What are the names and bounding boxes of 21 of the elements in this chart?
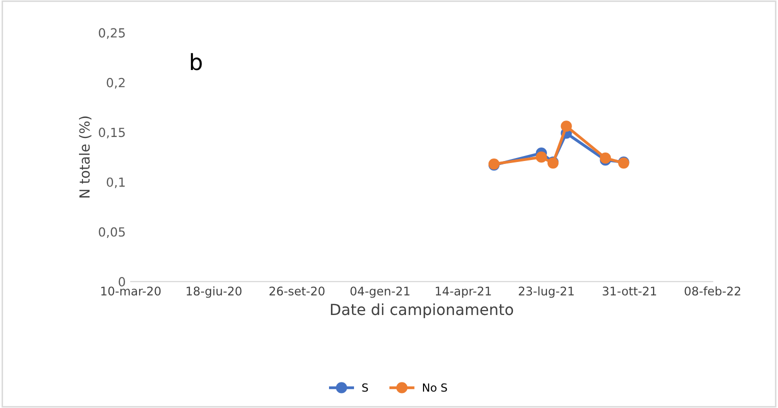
- x-tick-label: 08-feb-22: [684, 286, 740, 296]
- x-tick-label: 31-ott-21: [602, 286, 656, 296]
- legend-label: No S: [422, 383, 447, 392]
- y-axis-title: N totale (%): [79, 116, 92, 198]
- x-tick-label: 23-lug-21: [518, 286, 574, 298]
- x-tick-label: 10-mar-20: [101, 286, 161, 296]
- point: [536, 152, 547, 163]
- legend-label: S: [362, 383, 368, 392]
- y-tick-label: 0,2: [106, 78, 125, 89]
- x-axis-title: Date di campionamento: [330, 303, 514, 318]
- y-tick-label: 0: [118, 276, 126, 286]
- point: [560, 120, 572, 132]
- y-tick-label: 0,1: [106, 177, 125, 188]
- y-tick-label: 0,15: [98, 128, 125, 138]
- y-tick-label: 0,25: [98, 28, 125, 39]
- annotation: b: [190, 53, 202, 70]
- x-tick-label: 14-apr-21: [436, 286, 491, 298]
- x-tick-label: 26-set-20: [270, 286, 324, 296]
- x-tick-label: 04-gen-21: [350, 286, 410, 298]
- x-tick-label: 18-giu-20: [186, 286, 242, 298]
- y-tick-label: 0,05: [98, 227, 125, 238]
